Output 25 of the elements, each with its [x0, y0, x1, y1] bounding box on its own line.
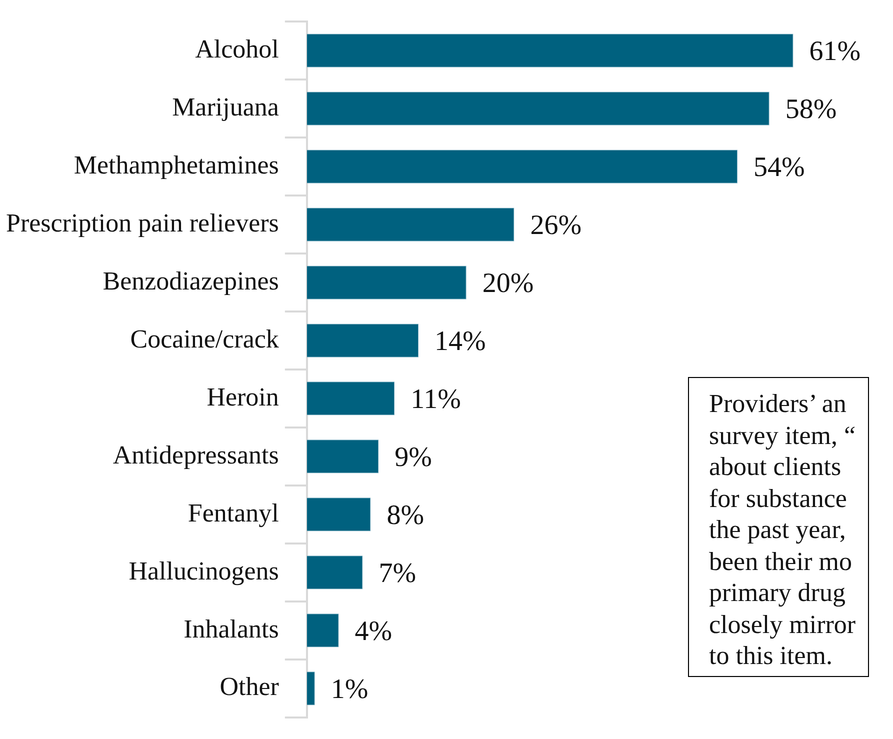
- data-label: 11%: [410, 384, 461, 415]
- y-tick-label: Heroin: [206, 382, 279, 412]
- y-tick-label: Alcohol: [195, 34, 279, 64]
- y-tick-label: Inhalants: [184, 614, 279, 644]
- y-tick-label: Antidepressants: [112, 440, 279, 470]
- data-label: 58%: [785, 94, 837, 125]
- y-tick-label: Marijuana: [172, 92, 280, 122]
- data-label: 61%: [809, 36, 861, 67]
- data-label: 4%: [354, 616, 392, 647]
- data-label: 54%: [753, 152, 805, 183]
- data-label: 20%: [482, 268, 534, 299]
- y-tick-label: Fentanyl: [188, 498, 279, 528]
- data-label: 8%: [386, 500, 424, 531]
- y-tick-label: Methamphetamines: [74, 150, 279, 180]
- data-label: 26%: [530, 210, 582, 241]
- y-tick-label: Hallucinogens: [128, 556, 279, 586]
- y-tick-label: Benzodiazepines: [102, 266, 279, 296]
- y-tick-label: Prescription pain relievers: [6, 208, 279, 238]
- data-label: 1%: [330, 674, 368, 705]
- data-label: 7%: [378, 558, 416, 589]
- text: Providers’ an survey item, “ about clients for substance the past year, been their mo primary drug closely mirror to this item.: [709, 389, 856, 670]
- y-tick-label: Other: [220, 672, 280, 702]
- data-label: 9%: [394, 442, 432, 473]
- data-label: 14%: [434, 326, 486, 357]
- y-tick-label: Cocaine/crack: [130, 324, 279, 354]
